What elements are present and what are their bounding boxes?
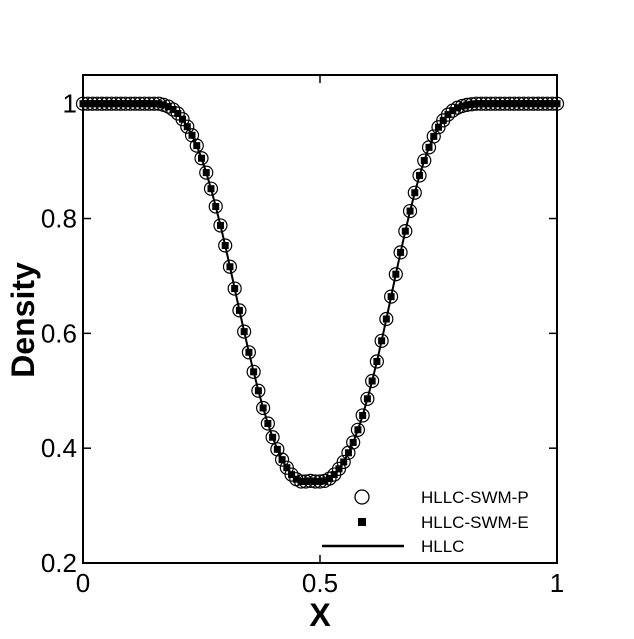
y-tick-label: 0.6 xyxy=(41,318,77,348)
data-point-circle xyxy=(331,461,347,476)
data-point-circle xyxy=(260,416,275,431)
data-point-circle xyxy=(346,435,361,450)
data-point-circle xyxy=(227,281,242,296)
data-point-circle xyxy=(213,218,228,233)
legend-marker-square xyxy=(358,518,366,526)
x-tick-label: 1 xyxy=(550,568,564,598)
legend-label: HLLC-SWM-E xyxy=(421,513,529,532)
data-point-circle xyxy=(222,259,238,274)
data-point-circle xyxy=(194,151,209,166)
data-point-circle xyxy=(180,119,195,134)
data-point-circle xyxy=(237,324,252,339)
data-point-circle xyxy=(379,311,394,327)
plot-layer xyxy=(75,96,565,489)
data-point-circle xyxy=(440,107,456,122)
data-point-circle xyxy=(203,181,219,196)
data-point-circle xyxy=(189,138,204,153)
data-point-circle xyxy=(284,467,299,482)
series-line xyxy=(83,102,557,483)
data-point-circle xyxy=(426,129,441,144)
data-point-circle xyxy=(241,345,256,360)
data-point-circle xyxy=(256,400,271,416)
data-point-circle xyxy=(218,238,233,253)
legend: HLLC-SWM-P HLLC-SWM-E HLLC xyxy=(322,488,529,556)
series-hllc-swm-p xyxy=(75,96,565,489)
data-point-circle xyxy=(374,333,389,348)
x-axis-title: X xyxy=(309,597,331,633)
data-point-circle xyxy=(388,267,403,282)
data-point-circle xyxy=(274,452,290,467)
data-point-circle xyxy=(232,303,247,318)
data-point-circle xyxy=(350,422,366,437)
data-point-circle xyxy=(407,185,422,200)
data-point-circle xyxy=(246,364,261,379)
series-hllc-swm-e xyxy=(79,100,561,485)
y-tick-label: 0.8 xyxy=(41,204,77,234)
y-tick-label: 0.4 xyxy=(41,433,77,463)
data-point-circle xyxy=(402,203,418,219)
data-point-circle xyxy=(360,391,375,406)
data-point-circle xyxy=(199,165,214,180)
y-tick-label: 1 xyxy=(63,89,77,119)
data-point-circle xyxy=(279,460,294,475)
data-point-circle xyxy=(369,354,384,369)
legend-label: HLLC xyxy=(421,537,464,556)
legend-label: HLLC-SWM-P xyxy=(421,488,529,507)
data-point-circle xyxy=(393,245,408,260)
data-point-circle xyxy=(175,112,190,127)
data-point-circle xyxy=(355,408,370,423)
data-point-circle xyxy=(208,199,223,214)
series-hllc xyxy=(83,102,557,483)
data-point-circle xyxy=(251,383,266,398)
x-tick-label: 0.5 xyxy=(302,568,338,598)
data-point-circle xyxy=(398,224,413,239)
legend-marker-circle xyxy=(354,489,370,505)
data-point-circle xyxy=(384,289,399,304)
y-axis-title: Density xyxy=(5,262,41,378)
x-tick-label: 0 xyxy=(76,568,90,598)
data-point-circle xyxy=(336,454,351,470)
data-point-circle xyxy=(431,120,446,135)
data-point-circle xyxy=(417,153,432,168)
data-point-circle xyxy=(265,430,280,445)
data-point-circle xyxy=(365,373,380,389)
axes-layer: 0 0.5 1 0.2 0.4 0.6 0.8 1 xyxy=(41,74,564,598)
y-tick-label: 0.2 xyxy=(41,548,77,578)
data-point-circle xyxy=(412,168,427,183)
